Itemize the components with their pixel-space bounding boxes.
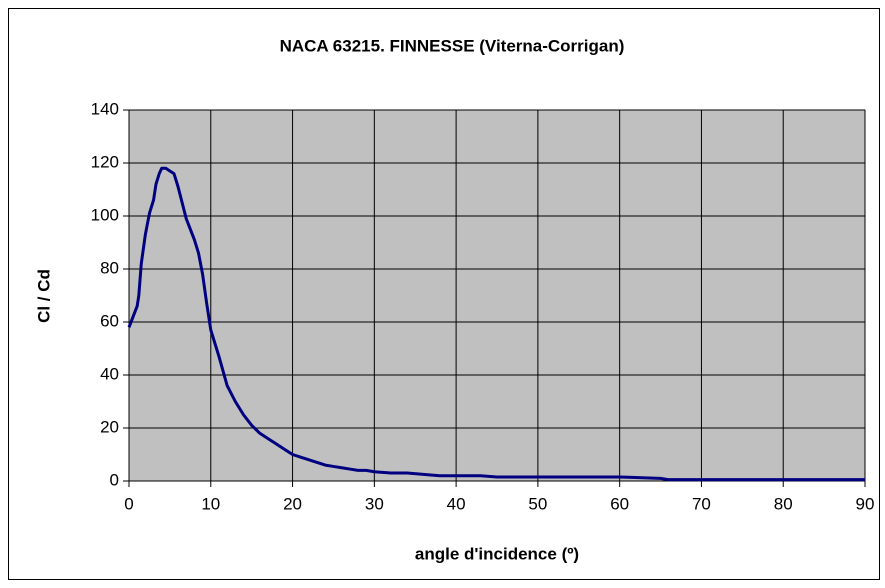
x-tick-label: 80 bbox=[774, 494, 793, 513]
chart-title: NACA 63215. FINNESSE (Viterna-Corrigan) bbox=[280, 36, 625, 55]
y-tick-label: 100 bbox=[91, 205, 119, 224]
x-tick-label: 90 bbox=[856, 494, 875, 513]
x-tick-label: 20 bbox=[283, 494, 302, 513]
x-axis-label: angle d'incidence (º) bbox=[415, 544, 579, 563]
data-line bbox=[127, 166, 865, 482]
plot-area bbox=[128, 109, 866, 482]
x-tick-label: 40 bbox=[447, 494, 466, 513]
y-axis-label: Cl / Cd bbox=[34, 269, 53, 323]
y-tick-label: 60 bbox=[100, 311, 119, 330]
x-tick-label: 10 bbox=[201, 494, 220, 513]
x-tick-label: 0 bbox=[124, 494, 133, 513]
y-tick-label: 40 bbox=[100, 364, 119, 383]
y-tick-label: 20 bbox=[100, 417, 119, 436]
x-tick-label: 60 bbox=[610, 494, 629, 513]
x-tick-label: 50 bbox=[528, 494, 547, 513]
y-tick-label: 140 bbox=[91, 99, 119, 118]
y-tick-label: 120 bbox=[91, 152, 119, 171]
y-tick-label: 0 bbox=[110, 470, 119, 489]
x-tick-label: 70 bbox=[692, 494, 711, 513]
x-tick-label: 30 bbox=[365, 494, 384, 513]
y-tick-label: 80 bbox=[100, 258, 119, 277]
